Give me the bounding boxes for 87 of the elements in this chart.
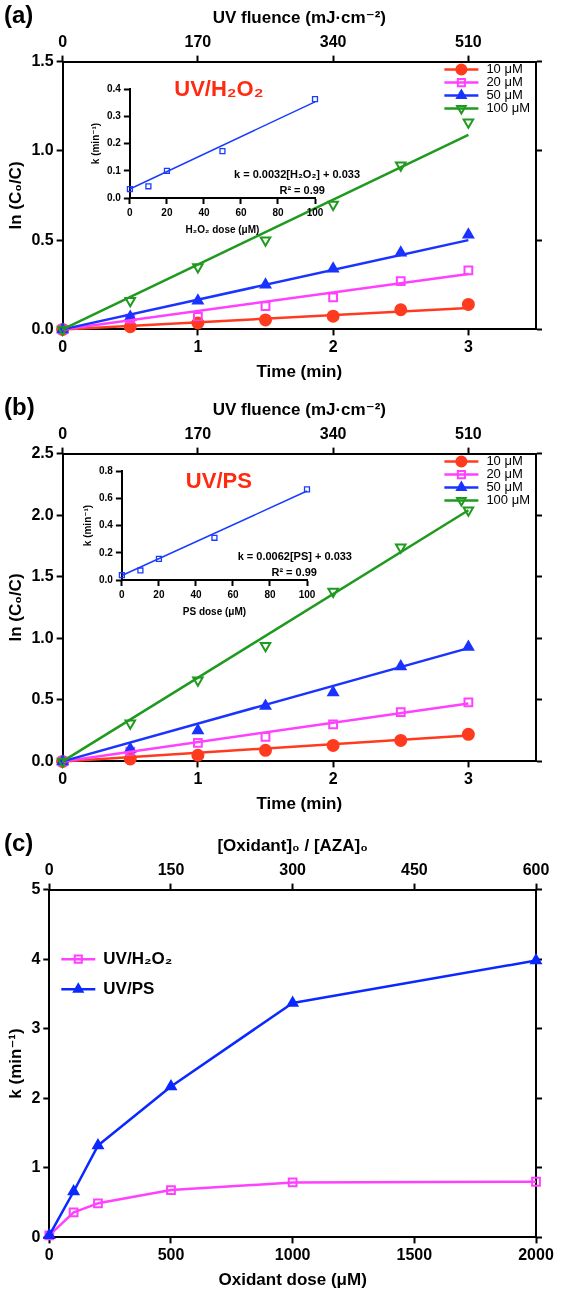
- y-tick-label: 1.0: [31, 628, 54, 646]
- x-tick-label: 100: [298, 588, 316, 600]
- x-tick-label: 100: [306, 206, 324, 218]
- x2-tick-label: 150: [157, 861, 185, 879]
- y-tick-label: 0: [31, 1227, 41, 1245]
- x-axis-title: H₂O₂ dose (μM): [185, 223, 260, 235]
- x-tick-label: 2000: [518, 1246, 554, 1264]
- y-tick-label: 2.0: [31, 505, 54, 523]
- x-tick-label: 0: [58, 770, 68, 788]
- legend-label: UV/PS: [103, 978, 155, 998]
- x-tick-label: 0: [58, 338, 68, 356]
- y-axis-title: k (min⁻¹): [81, 504, 93, 547]
- y-tick-label: 0.5: [31, 690, 54, 708]
- x2-tick-label: 170: [184, 33, 212, 51]
- x2-tick-label: 170: [184, 425, 212, 443]
- x-tick-label: 2: [328, 770, 338, 788]
- y-tick-label: 0.0: [107, 191, 122, 203]
- x2-axis-title: UV fluence (mJ·cm⁻²): [212, 399, 386, 419]
- annotation: R² = 0.99: [279, 183, 325, 196]
- y-tick-label: 1: [31, 1158, 41, 1176]
- x-tick-label: 500: [157, 1246, 185, 1264]
- x-axis-title: Time (min): [256, 362, 343, 382]
- x-tick-label: 3: [463, 770, 473, 788]
- x-tick-label: 0: [127, 206, 134, 218]
- x2-tick-label: 0: [58, 425, 68, 443]
- x-tick-label: 40: [190, 588, 202, 600]
- y-tick-label: 1.0: [31, 141, 54, 159]
- y-tick-label: 3: [31, 1019, 41, 1037]
- x-tick-label: 2: [328, 338, 338, 356]
- y-tick-label: 0.1: [107, 164, 122, 176]
- x2-tick-label: 600: [522, 861, 550, 879]
- y-axis-title: ln (C₀/C): [5, 573, 25, 642]
- x-tick-label: 20: [161, 206, 173, 218]
- legend-label: 10 μM: [486, 61, 523, 77]
- y-tick-label: 0.0: [31, 751, 54, 769]
- x2-tick-label: 340: [319, 33, 347, 51]
- y-tick-label: 0.8: [99, 464, 114, 476]
- x2-tick-label: 300: [279, 861, 307, 879]
- x2-tick-label: 0: [58, 33, 68, 51]
- y-tick-label: 0.0: [99, 573, 114, 585]
- annotation: k = 0.0032[H₂O₂] + 0.033: [234, 167, 360, 180]
- y-tick-label: 0.4: [107, 82, 122, 94]
- y-tick-label: 1.5: [31, 52, 54, 70]
- x2-axis-title: [Oxidant]₀ / [AZA]₀: [217, 835, 368, 855]
- y-axis-title: k (min⁻¹): [89, 122, 101, 165]
- y-tick-label: 0.2: [107, 137, 122, 149]
- x-axis-title: Oxidant dose (μM): [218, 1270, 367, 1290]
- x2-axis-title: UV fluence (mJ·cm⁻²): [212, 7, 386, 27]
- x-tick-label: 60: [235, 206, 247, 218]
- x-tick-label: 1500: [396, 1246, 433, 1264]
- y-tick-label: 0.0: [31, 319, 54, 337]
- x2-tick-label: 450: [400, 861, 428, 879]
- annotation: k = 0.0062[PS] + 0.033: [237, 549, 352, 562]
- y-tick-label: 0.6: [99, 492, 114, 503]
- y-tick-label: 2: [31, 1088, 41, 1106]
- x-tick-label: 40: [198, 206, 210, 218]
- y-tick-label: 0.3: [107, 110, 122, 121]
- y-tick-label: 0.4: [99, 519, 114, 531]
- legend-label: 10 μM: [486, 453, 523, 469]
- x-tick-label: 1: [193, 770, 203, 788]
- x2-tick-label: 340: [319, 425, 347, 443]
- x-axis-title: PS dose (μM): [182, 605, 247, 617]
- x-tick-label: 60: [227, 588, 239, 600]
- chart-title: (c): [4, 828, 34, 856]
- x-tick-label: 80: [264, 588, 276, 600]
- x-axis-title: Time (min): [256, 794, 343, 814]
- chart-title: (a): [4, 0, 34, 28]
- x-tick-label: 80: [272, 206, 284, 218]
- y-tick-label: 0.2: [99, 546, 114, 558]
- annotation: UV/PS: [185, 467, 252, 493]
- chart-title: (b): [4, 392, 35, 420]
- y-tick-label: 5: [31, 880, 41, 898]
- x-tick-label: 3: [463, 338, 473, 356]
- y-tick-label: 0.5: [31, 230, 54, 248]
- y-tick-label: 2.5: [31, 444, 54, 462]
- legend-label: UV/H₂O₂: [103, 948, 173, 968]
- x2-tick-label: 510: [455, 425, 482, 443]
- annotation: R² = 0.99: [271, 565, 317, 578]
- y-tick-label: 1.5: [31, 567, 54, 585]
- y-axis-title: ln (C₀/C): [5, 161, 25, 230]
- x-tick-label: 1: [193, 338, 203, 356]
- x-tick-label: 1000: [274, 1246, 311, 1264]
- x2-tick-label: 510: [455, 33, 482, 51]
- y-tick-label: 4: [31, 949, 41, 967]
- annotation: UV/H₂O₂: [174, 75, 264, 101]
- y-axis-title: k (min⁻¹): [5, 1028, 25, 1099]
- x-tick-label: 20: [153, 588, 165, 600]
